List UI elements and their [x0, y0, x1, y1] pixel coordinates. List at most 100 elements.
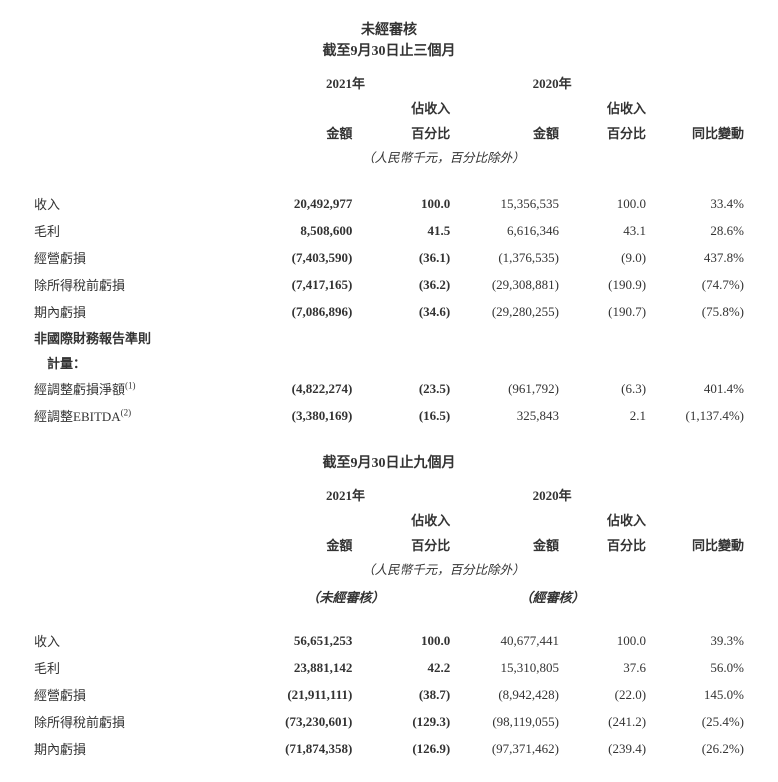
row-amt-prev: (961,792): [454, 375, 563, 402]
t2-row: 期內虧損(71,874,358)(126.9)(97,371,462)(239.…: [30, 735, 748, 762]
row-amt-prev: 40,677,441: [454, 627, 563, 654]
row-amt-cur: (7,086,896): [237, 298, 357, 325]
row-amt-cur: (7,403,590): [237, 244, 357, 271]
amt-hdr-2: 金額: [454, 120, 563, 145]
year-2021: 2021年: [237, 70, 455, 95]
non-ifrs-l1: 非國際財務報告準則: [30, 325, 237, 350]
row-pct-prev: (190.7): [563, 298, 650, 325]
row-amt-prev: (29,280,255): [454, 298, 563, 325]
row-pct-cur: (36.2): [356, 271, 454, 298]
non-ifrs-l2: 計量：: [30, 350, 237, 375]
row-amt-cur: (73,230,601): [237, 708, 357, 735]
row-label: 期內虧損: [30, 735, 237, 762]
row-chg: (25.4%): [650, 708, 748, 735]
row-amt-cur: (7,417,165): [237, 271, 357, 298]
pct-hdr-1b: 百分比: [356, 120, 454, 145]
header-pct-row1-b: 佔收入 佔收入: [30, 507, 748, 532]
row-label: 收入: [30, 627, 237, 654]
row-pct-cur: 100.0: [356, 190, 454, 217]
t1b-row: 經調整EBITDA(2)(3,380,169)(16.5)325,8432.1(…: [30, 402, 748, 429]
row-amt-prev: 15,310,805: [454, 654, 563, 681]
row-chg: (1,137.4%): [650, 402, 748, 429]
t1-row: 毛利8,508,60041.56,616,34643.128.6%: [30, 217, 748, 244]
row-chg: (74.7%): [650, 271, 748, 298]
row-pct-prev: (241.2): [563, 708, 650, 735]
row-amt-cur: (4,822,274): [237, 375, 357, 402]
row-pct-prev: 37.6: [563, 654, 650, 681]
row-pct-prev: 100.0: [563, 190, 650, 217]
t2-row: 收入56,651,253100.040,677,441100.039.3%: [30, 627, 748, 654]
row-label: 毛利: [30, 654, 237, 681]
row-pct-cur: (129.3): [356, 708, 454, 735]
header-col-row: 金額 百分比 金額 百分比 同比變動: [30, 120, 748, 145]
pct-hdr-2a: 佔收入: [563, 95, 650, 120]
audit-prev: （經審核）: [454, 584, 650, 609]
row-pct-cur: (16.5): [356, 402, 454, 429]
table2-title-line2: 截至9月30日止九個月: [30, 453, 748, 474]
row-label: 經調整EBITDA(2): [30, 402, 237, 429]
chg-hdr: 同比變動: [650, 120, 748, 145]
pct-hdr-1a: 佔收入: [356, 95, 454, 120]
row-amt-cur: (21,911,111): [237, 681, 357, 708]
row-label: 除所得稅前虧損: [30, 271, 237, 298]
row-amt-cur: 56,651,253: [237, 627, 357, 654]
t1-row: 收入20,492,977100.015,356,535100.033.4%: [30, 190, 748, 217]
row-pct-cur: 42.2: [356, 654, 454, 681]
row-label: 收入: [30, 190, 237, 217]
row-pct-prev: (6.3): [563, 375, 650, 402]
table1-title-line2: 截至9月30日止三個月: [30, 41, 748, 62]
header-pct-row1: 佔收入 佔收入: [30, 95, 748, 120]
audit-row: （未經審核） （經審核）: [30, 584, 748, 609]
unit-note-row: （人民幣千元，百分比除外）: [30, 145, 748, 172]
header-year-row-2: 2021年 2020年: [30, 482, 748, 507]
row-amt-cur: 23,881,142: [237, 654, 357, 681]
t1-row: 期內虧損(7,086,896)(34.6)(29,280,255)(190.7)…: [30, 298, 748, 325]
row-chg: 28.6%: [650, 217, 748, 244]
row-chg: 145.0%: [650, 681, 748, 708]
row-label: 毛利: [30, 217, 237, 244]
row-pct-prev: 2.1: [563, 402, 650, 429]
row-pct-cur: (23.5): [356, 375, 454, 402]
pct-hdr-2b: 百分比: [563, 120, 650, 145]
row-chg: 401.4%: [650, 375, 748, 402]
row-pct-prev: (239.4): [563, 735, 650, 762]
row-label: 期內虧損: [30, 298, 237, 325]
row-amt-prev: 15,356,535: [454, 190, 563, 217]
row-amt-prev: (8,942,428): [454, 681, 563, 708]
t2-row: 除所得稅前虧損(73,230,601)(129.3)(98,119,055)(2…: [30, 708, 748, 735]
non-ifrs-header-row2: 計量：: [30, 350, 748, 375]
row-amt-prev: (1,376,535): [454, 244, 563, 271]
row-chg: (75.8%): [650, 298, 748, 325]
row-chg: 39.3%: [650, 627, 748, 654]
row-chg: 437.8%: [650, 244, 748, 271]
financial-table-9m: 2021年 2020年 佔收入 佔收入 金額 百分比 金額 百分比 同比變動 （…: [30, 482, 748, 762]
header-year-row: 2021年 2020年: [30, 70, 748, 95]
row-amt-prev: 6,616,346: [454, 217, 563, 244]
row-pct-cur: (36.1): [356, 244, 454, 271]
row-pct-prev: (190.9): [563, 271, 650, 298]
row-pct-prev: 100.0: [563, 627, 650, 654]
t2-row: 毛利23,881,14242.215,310,80537.656.0%: [30, 654, 748, 681]
t1-row: 經營虧損(7,403,590)(36.1)(1,376,535)(9.0)437…: [30, 244, 748, 271]
row-label: 經營虧損: [30, 681, 237, 708]
row-chg: 33.4%: [650, 190, 748, 217]
t2-row: 經營虧損(21,911,111)(38.7)(8,942,428)(22.0)1…: [30, 681, 748, 708]
audit-cur: （未經審核）: [237, 584, 455, 609]
row-chg: 56.0%: [650, 654, 748, 681]
financial-table-3m: 2021年 2020年 佔收入 佔收入 金額 百分比 金額 百分比 同比變動 （…: [30, 70, 748, 429]
table1-title-line1: 未經審核: [30, 20, 748, 41]
row-label: 除所得稅前虧損: [30, 708, 237, 735]
t1b-row: 經調整虧損淨額(1)(4,822,274)(23.5)(961,792)(6.3…: [30, 375, 748, 402]
row-amt-prev: (97,371,462): [454, 735, 563, 762]
row-chg: (26.2%): [650, 735, 748, 762]
row-pct-cur: 100.0: [356, 627, 454, 654]
row-pct-cur: (38.7): [356, 681, 454, 708]
row-label: 經調整虧損淨額(1): [30, 375, 237, 402]
table1-title: 未經審核 截至9月30日止三個月: [30, 20, 748, 62]
year-2021-b: 2021年: [237, 482, 455, 507]
t1-row: 除所得稅前虧損(7,417,165)(36.2)(29,308,881)(190…: [30, 271, 748, 298]
row-amt-cur: (71,874,358): [237, 735, 357, 762]
row-amt-prev: 325,843: [454, 402, 563, 429]
row-amt-cur: 8,508,600: [237, 217, 357, 244]
year-2020-b: 2020年: [454, 482, 650, 507]
